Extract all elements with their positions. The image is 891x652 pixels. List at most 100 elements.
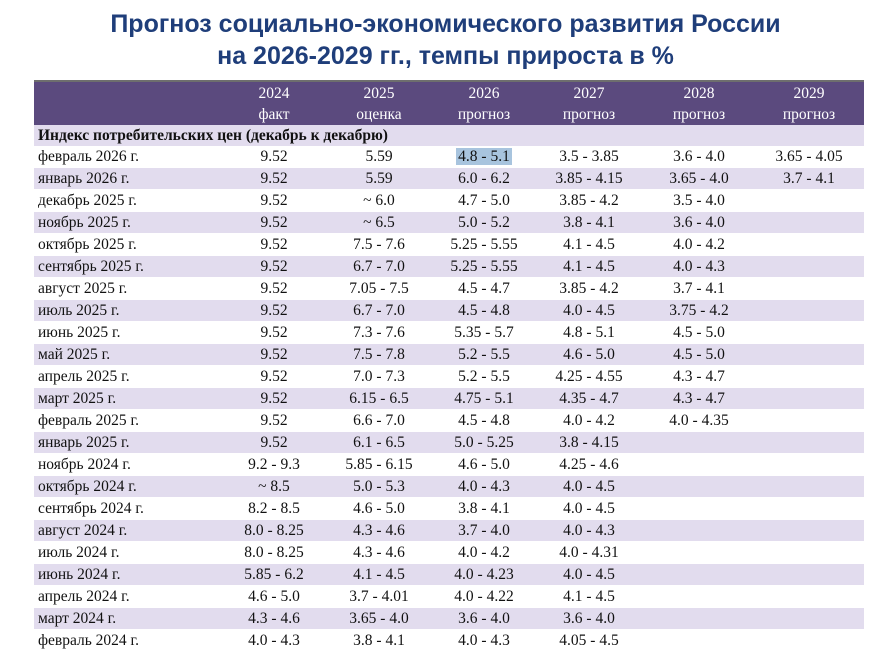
table-cell: 4.0 - 4.2 [644, 233, 754, 256]
table-cell: 4.0 - 4.3 [644, 255, 754, 278]
table-cell [754, 497, 864, 520]
table-cell: 3.6 - 4.0 [434, 607, 534, 630]
table-cell: 4.0 - 4.3 [434, 629, 534, 652]
table-cell: 4.1 - 4.5 [534, 585, 644, 608]
table-row: март 2024 г. 4.3 - 4.6 3.65 - 4.0 3.6 - 4.0… [34, 607, 864, 630]
table-cell: 3.85 - 4.2 [534, 277, 644, 300]
forecast-table: 2024 факт 2025 оценка 2026 прогноз 2027 … [34, 80, 864, 652]
table-row: август 2024 г. 8.0 - 8.25 4.3 - 4.6 3.7 - 4… [34, 519, 864, 542]
row-label: октябрь 2024 г. [34, 475, 224, 498]
table-cell: 5.25 - 5.55 [434, 255, 534, 278]
table-cell: 4.0 - 4.2 [434, 541, 534, 564]
table-cell: 9.52 [224, 299, 324, 322]
table-cell: 5.2 - 5.5 [434, 343, 534, 366]
header-2025: 2025 оценка [324, 80, 434, 125]
highlighted-value: 4.8 - 5.1 [456, 148, 512, 165]
row-label: август 2025 г. [34, 277, 224, 300]
table-cell: 4.0 - 4.2 [534, 409, 644, 432]
table-cell: 4.5 - 4.7 [434, 277, 534, 300]
table-cell: 5.2 - 5.5 [434, 365, 534, 388]
table-cell: 3.6 - 4.0 [644, 146, 754, 168]
header-kind: прогноз [457, 106, 511, 123]
header-2024: 2024 факт [224, 80, 324, 125]
header-2027: 2027 прогноз [534, 80, 644, 125]
table-cell: 4.7 - 5.0 [434, 189, 534, 212]
table-cell: 9.52 [224, 233, 324, 256]
table-cell: 3.7 - 4.1 [644, 277, 754, 300]
table-cell [754, 629, 864, 652]
table-cell: 4.1 - 4.5 [534, 233, 644, 256]
row-label: ноябрь 2024 г. [34, 453, 224, 476]
table-cell: 3.5 - 3.85 [534, 146, 644, 168]
table-cell: 7.05 - 7.5 [324, 277, 434, 300]
page-title: Прогноз социально-экономического развити… [0, 8, 891, 72]
table-cell [754, 409, 864, 432]
table-cell [644, 629, 754, 652]
table-cell: ~ 8.5 [224, 475, 324, 498]
table-cell: 4.0 - 4.3 [434, 475, 534, 498]
table-cell: 3.5 - 4.0 [644, 189, 754, 212]
table-cell: 4.6 - 5.0 [224, 585, 324, 608]
table-cell: 5.59 [324, 167, 434, 190]
table-cell: 9.52 [224, 211, 324, 234]
table-cell: 3.65 - 4.05 [754, 146, 864, 168]
table-cell [754, 299, 864, 322]
table-cell: 3.75 - 4.2 [644, 299, 754, 322]
table-row: сентябрь 2025 г. 9.52 6.7 - 7.0 5.25 - 5.55… [34, 255, 864, 278]
table-row: сентябрь 2024 г. 8.2 - 8.5 4.6 - 5.0 3.8 - … [34, 497, 864, 520]
header-kind: факт [258, 106, 290, 123]
table-cell: 9.2 - 9.3 [224, 453, 324, 476]
table-row: октябрь 2024 г. ~ 8.5 5.0 - 5.3 4.0 - 4.3 4.… [34, 475, 864, 498]
table-row: декабрь 2025 г. 9.52 ~ 6.0 4.7 - 5.0 3.85 - … [34, 189, 864, 212]
row-label: июль 2024 г. [34, 541, 224, 564]
table-cell: 9.52 [224, 387, 324, 410]
row-label: ноябрь 2025 г. [34, 211, 224, 234]
table-cell: 3.7 - 4.1 [754, 167, 864, 190]
table-cell: 4.0 - 4.5 [534, 475, 644, 498]
row-label: сентябрь 2024 г. [34, 497, 224, 520]
header-year: 2028 [683, 85, 715, 102]
row-label: июнь 2024 г. [34, 563, 224, 586]
table-cell: 4.8 - 5.1 [534, 321, 644, 344]
table-row: февраль 2026 г. 9.52 5.59 4.8 - 5.1 3.5 - 3.… [34, 146, 864, 168]
table-cell [754, 387, 864, 410]
table-cell: 5.35 - 5.7 [434, 321, 534, 344]
table-cell [754, 453, 864, 476]
table-row: февраль 2024 г. 4.0 - 4.3 3.8 - 4.1 4.0 - 4… [34, 629, 864, 652]
table-cell: 8.2 - 8.5 [224, 497, 324, 520]
table-cell: 4.5 - 4.8 [434, 299, 534, 322]
table-cell: 6.15 - 6.5 [324, 387, 434, 410]
table-cell: 9.52 [224, 277, 324, 300]
table-cell: 4.0 - 4.5 [534, 497, 644, 520]
table-cell: 3.7 - 4.0 [434, 519, 534, 542]
table-cell: 3.6 - 4.0 [644, 211, 754, 234]
row-label: сентябрь 2025 г. [34, 255, 224, 278]
table-cell: 3.8 - 4.15 [534, 431, 644, 454]
table-cell: 3.65 - 4.0 [324, 607, 434, 630]
table-header-row: 2024 факт 2025 оценка 2026 прогноз 2027 … [34, 80, 864, 125]
table-cell [644, 475, 754, 498]
table-cell [644, 541, 754, 564]
row-label: январь 2026 г. [34, 167, 224, 190]
title-line-1: Прогноз социально-экономического развити… [110, 10, 781, 38]
table-cell: 4.0 - 4.3 [534, 519, 644, 542]
table-row: август 2025 г. 9.52 7.05 - 7.5 4.5 - 4.7 3.8… [34, 277, 864, 300]
table-cell: 3.85 - 4.15 [534, 167, 644, 190]
table-cell [644, 431, 754, 454]
table-cell: 4.6 - 5.0 [324, 497, 434, 520]
table-cell: 5.85 - 6.2 [224, 563, 324, 586]
table-row: июль 2024 г. 8.0 - 8.25 4.3 - 4.6 4.0 - 4.2… [34, 541, 864, 564]
header-label-column [34, 80, 224, 125]
table-cell: 4.0 - 4.3 [224, 629, 324, 652]
table-cell: 8.0 - 8.25 [224, 519, 324, 542]
table-cell: 4.5 - 4.8 [434, 409, 534, 432]
row-label: декабрь 2025 г. [34, 189, 224, 212]
table-cell: 9.52 [224, 321, 324, 344]
table-cell [754, 255, 864, 278]
table-cell: 4.05 - 4.5 [534, 629, 644, 652]
table-cell: 4.3 - 4.6 [224, 607, 324, 630]
table-cell: 9.52 [224, 431, 324, 454]
table-cell: 9.52 [224, 167, 324, 190]
table-cell: 4.25 - 4.55 [534, 365, 644, 388]
table-row: июнь 2025 г. 9.52 7.3 - 7.6 5.35 - 5.7 4.8 -… [34, 321, 864, 344]
